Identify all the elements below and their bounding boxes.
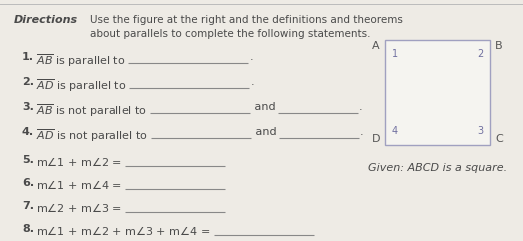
Text: 7.: 7. <box>22 201 34 211</box>
Text: Use the figure at the right and the definitions and theorems
about parallels to : Use the figure at the right and the defi… <box>90 15 403 39</box>
Text: m$\angle$1 + m$\angle$2 + m$\angle$3 + m$\angle$4 =: m$\angle$1 + m$\angle$2 + m$\angle$3 + m… <box>36 224 212 237</box>
Text: 6.: 6. <box>22 178 34 188</box>
Bar <box>385 40 490 145</box>
Text: m$\angle$2 + m$\angle$3 =: m$\angle$2 + m$\angle$3 = <box>36 201 123 214</box>
Text: 4.: 4. <box>22 127 34 137</box>
Text: $\overline{AD}$ is not parallel to: $\overline{AD}$ is not parallel to <box>36 127 149 144</box>
Text: $\overline{AB}$ is parallel to: $\overline{AB}$ is parallel to <box>36 52 126 69</box>
Text: 2.: 2. <box>22 77 34 87</box>
Text: .: . <box>251 77 255 87</box>
Text: Given: ABCD is a square.: Given: ABCD is a square. <box>368 163 507 173</box>
Text: 8.: 8. <box>22 224 34 234</box>
Text: 1: 1 <box>392 49 398 59</box>
Text: 3.: 3. <box>22 102 34 112</box>
Text: C: C <box>495 134 503 144</box>
Text: m$\angle$1 + m$\angle$2 =: m$\angle$1 + m$\angle$2 = <box>36 155 123 168</box>
Text: 1.: 1. <box>22 52 34 62</box>
Text: 3: 3 <box>477 126 483 136</box>
Text: .: . <box>360 127 363 137</box>
Text: .: . <box>359 102 362 112</box>
Text: D: D <box>371 134 380 144</box>
Text: and: and <box>251 102 279 112</box>
Text: .: . <box>250 52 254 62</box>
Text: m$\angle$1 + m$\angle$4 =: m$\angle$1 + m$\angle$4 = <box>36 178 123 191</box>
Text: 2: 2 <box>477 49 483 59</box>
Text: $\overline{AD}$ is parallel to: $\overline{AD}$ is parallel to <box>36 77 127 94</box>
Text: $\overline{AB}$ is not parallel to: $\overline{AB}$ is not parallel to <box>36 102 147 119</box>
Text: B: B <box>495 41 503 51</box>
Text: A: A <box>372 41 380 51</box>
Text: 4: 4 <box>392 126 398 136</box>
Text: 5.: 5. <box>22 155 34 165</box>
Text: and: and <box>252 127 280 137</box>
Text: Directions: Directions <box>14 15 78 25</box>
